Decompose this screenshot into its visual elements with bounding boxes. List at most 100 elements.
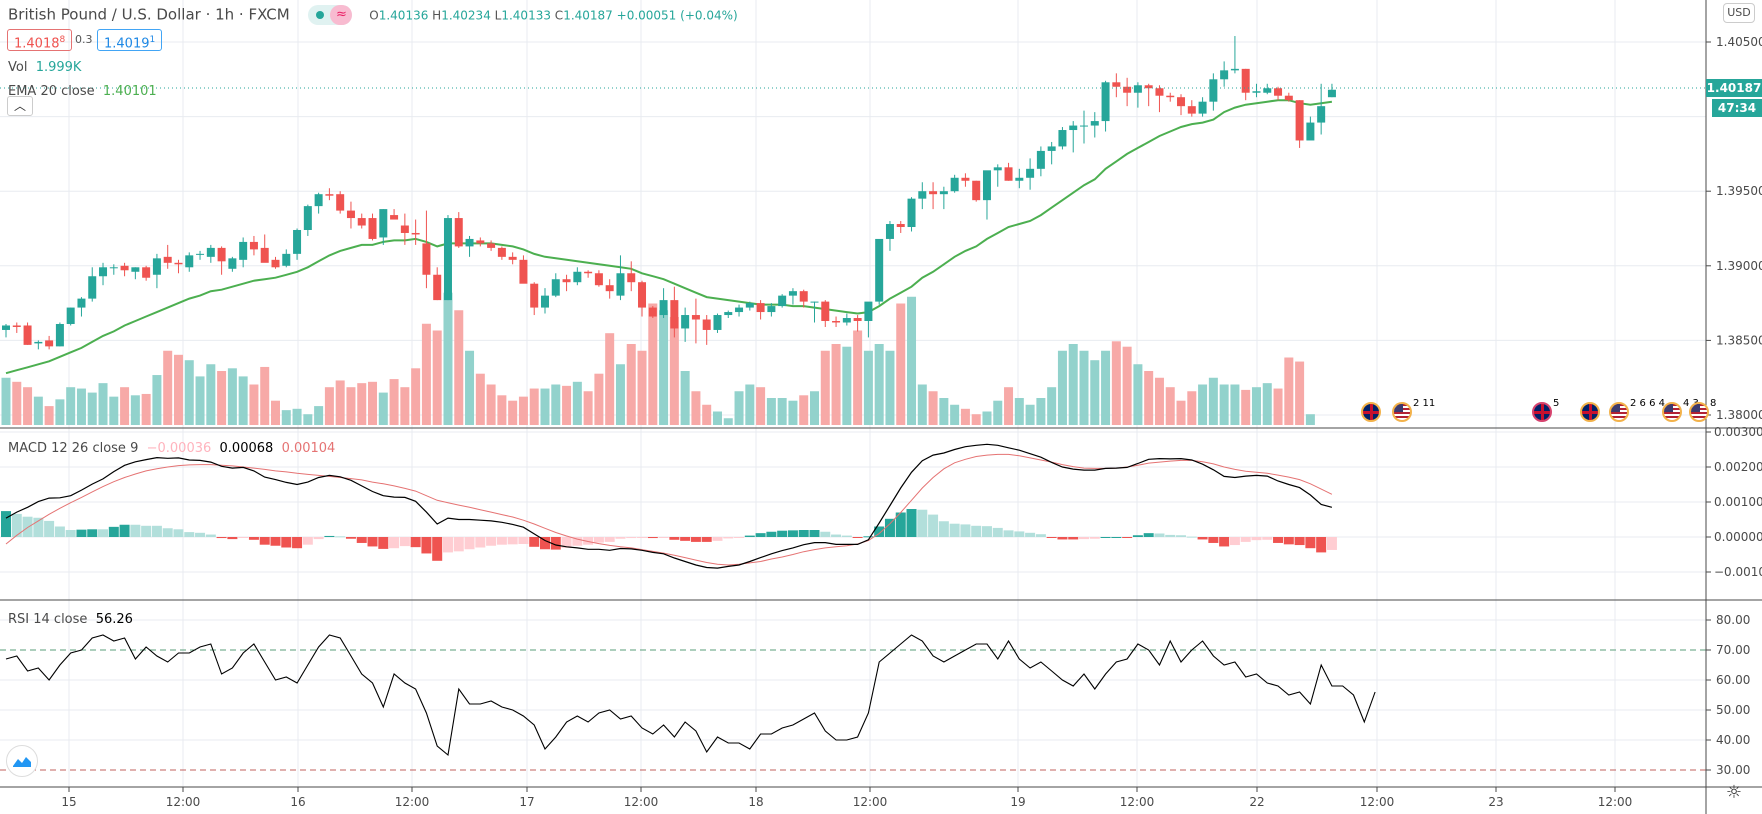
candle-body: [1198, 101, 1207, 114]
macd-histogram-bar: [787, 530, 798, 537]
candle-body: [1101, 82, 1110, 122]
candle-body: [1177, 97, 1186, 107]
us-flag-event-icon[interactable]: [1662, 402, 1682, 422]
tradingview-logo[interactable]: [6, 745, 38, 777]
volume-legend[interactable]: Vol 1.999K: [8, 60, 81, 75]
candle-body: [379, 209, 388, 238]
settings-gear-icon[interactable]: ☼: [1725, 782, 1743, 803]
macd-histogram-bar: [1251, 537, 1262, 541]
volume-bar: [594, 373, 604, 425]
symbol-legend: British Pound / U.S. Dollar · 1h · FXCM …: [8, 5, 738, 25]
macd-histogram-bar: [1316, 537, 1327, 553]
time-tick-label: 19: [1010, 795, 1025, 809]
gb-flag-event-icon[interactable]: [1580, 402, 1600, 422]
volume-bar: [432, 330, 442, 425]
candle-body: [1144, 85, 1153, 89]
macd-histogram-bar: [680, 537, 691, 541]
volume-bar: [680, 371, 690, 425]
volume-bar: [810, 391, 819, 425]
candle-body: [465, 238, 474, 247]
gb-flag-event-icon[interactable]: [1361, 402, 1381, 422]
rsi-legend[interactable]: RSI 14 close 56.26: [8, 612, 133, 627]
time-tick-label: 23: [1488, 795, 1503, 809]
macd-histogram-bar: [1262, 537, 1273, 540]
candle-body: [756, 303, 765, 313]
time-tick-label: 12:00: [1598, 795, 1633, 809]
sell-button[interactable]: 1.40188: [7, 29, 73, 51]
candle-body: [735, 307, 744, 313]
event-count: 8: [1710, 398, 1717, 409]
macd-legend[interactable]: MACD 12 26 close 9 −0.00036 0.00068 0.00…: [8, 441, 335, 456]
candle-body: [1015, 177, 1024, 181]
candle-body: [961, 177, 970, 181]
gb-flag-event-icon[interactable]: [1532, 402, 1552, 422]
macd-histogram-bar: [432, 537, 443, 561]
volume-bar: [400, 387, 410, 425]
status-badge[interactable]: ≈: [308, 5, 353, 25]
volume-bar: [1295, 361, 1305, 425]
candle-body: [1069, 125, 1078, 131]
candle-body: [131, 267, 140, 272]
candle-body: [702, 319, 711, 330]
macd-histogram-bar: [529, 537, 540, 547]
macd-histogram-bar: [108, 526, 119, 537]
macd-histogram-bar: [723, 537, 734, 539]
candle-body: [907, 198, 916, 228]
volume-bar: [163, 350, 173, 425]
buy-button[interactable]: 1.40191: [97, 29, 163, 51]
candle-body: [88, 276, 97, 299]
candle-body: [853, 318, 862, 322]
volume-bar: [1262, 383, 1272, 425]
candle-body: [1187, 106, 1196, 114]
candle-body: [1133, 85, 1142, 93]
volume-bar: [195, 376, 205, 425]
volume-bar: [691, 391, 701, 425]
candle-body: [1306, 122, 1315, 141]
candle-body: [519, 259, 528, 284]
candle-body: [950, 177, 959, 192]
candle-body: [648, 307, 657, 317]
candle-body: [681, 315, 690, 329]
volume-bar: [335, 380, 345, 425]
volume-bar: [152, 375, 162, 425]
volume-bar: [173, 354, 183, 425]
volume-bar: [1284, 357, 1294, 425]
us-flag-event-icon[interactable]: [1609, 402, 1629, 422]
rsi-tick-label: 50.00: [1716, 703, 1750, 717]
macd-histogram-bar: [884, 518, 895, 537]
volume-bar: [324, 387, 334, 425]
us-flag-event-icon[interactable]: [1392, 402, 1412, 422]
macd-histogram-bar: [1079, 537, 1089, 540]
macd-histogram-bar: [195, 532, 206, 537]
volume-bar: [389, 379, 399, 425]
candle-body: [562, 279, 571, 283]
volume-bar: [184, 360, 194, 425]
volume-bar: [421, 323, 431, 425]
collapse-legend-button[interactable]: ︿: [7, 96, 33, 116]
candle-body: [196, 253, 205, 255]
close-value: 1.40187: [563, 8, 613, 23]
us-flag-event-icon[interactable]: [1689, 402, 1709, 422]
candle-body: [228, 258, 237, 269]
macd-histogram-bar: [345, 537, 356, 539]
symbol-title[interactable]: British Pound / U.S. Dollar · 1h · FXCM: [8, 5, 290, 24]
volume-bar: [281, 410, 291, 425]
currency-button[interactable]: USD: [1723, 3, 1755, 23]
volume-bar: [486, 384, 496, 425]
low-value: 1.40133: [501, 8, 551, 23]
macd-histogram-bar: [11, 513, 22, 537]
candle-body: [109, 267, 118, 269]
candle-body: [713, 315, 722, 330]
rsi-tick-label: 30.00: [1716, 763, 1750, 777]
candle-body: [325, 194, 334, 196]
macd-histogram-bar: [1294, 537, 1305, 546]
macd-histogram-bar: [895, 512, 906, 537]
macd-histogram-bar: [1186, 536, 1197, 538]
volume-bar: [1251, 387, 1261, 425]
volume-bar: [583, 391, 593, 425]
ema-legend[interactable]: EMA 20 close 1.40101: [8, 84, 157, 99]
us-flag-canton: [1394, 404, 1403, 412]
grid-lines: [0, 0, 1706, 787]
volume-bar: [659, 310, 669, 425]
